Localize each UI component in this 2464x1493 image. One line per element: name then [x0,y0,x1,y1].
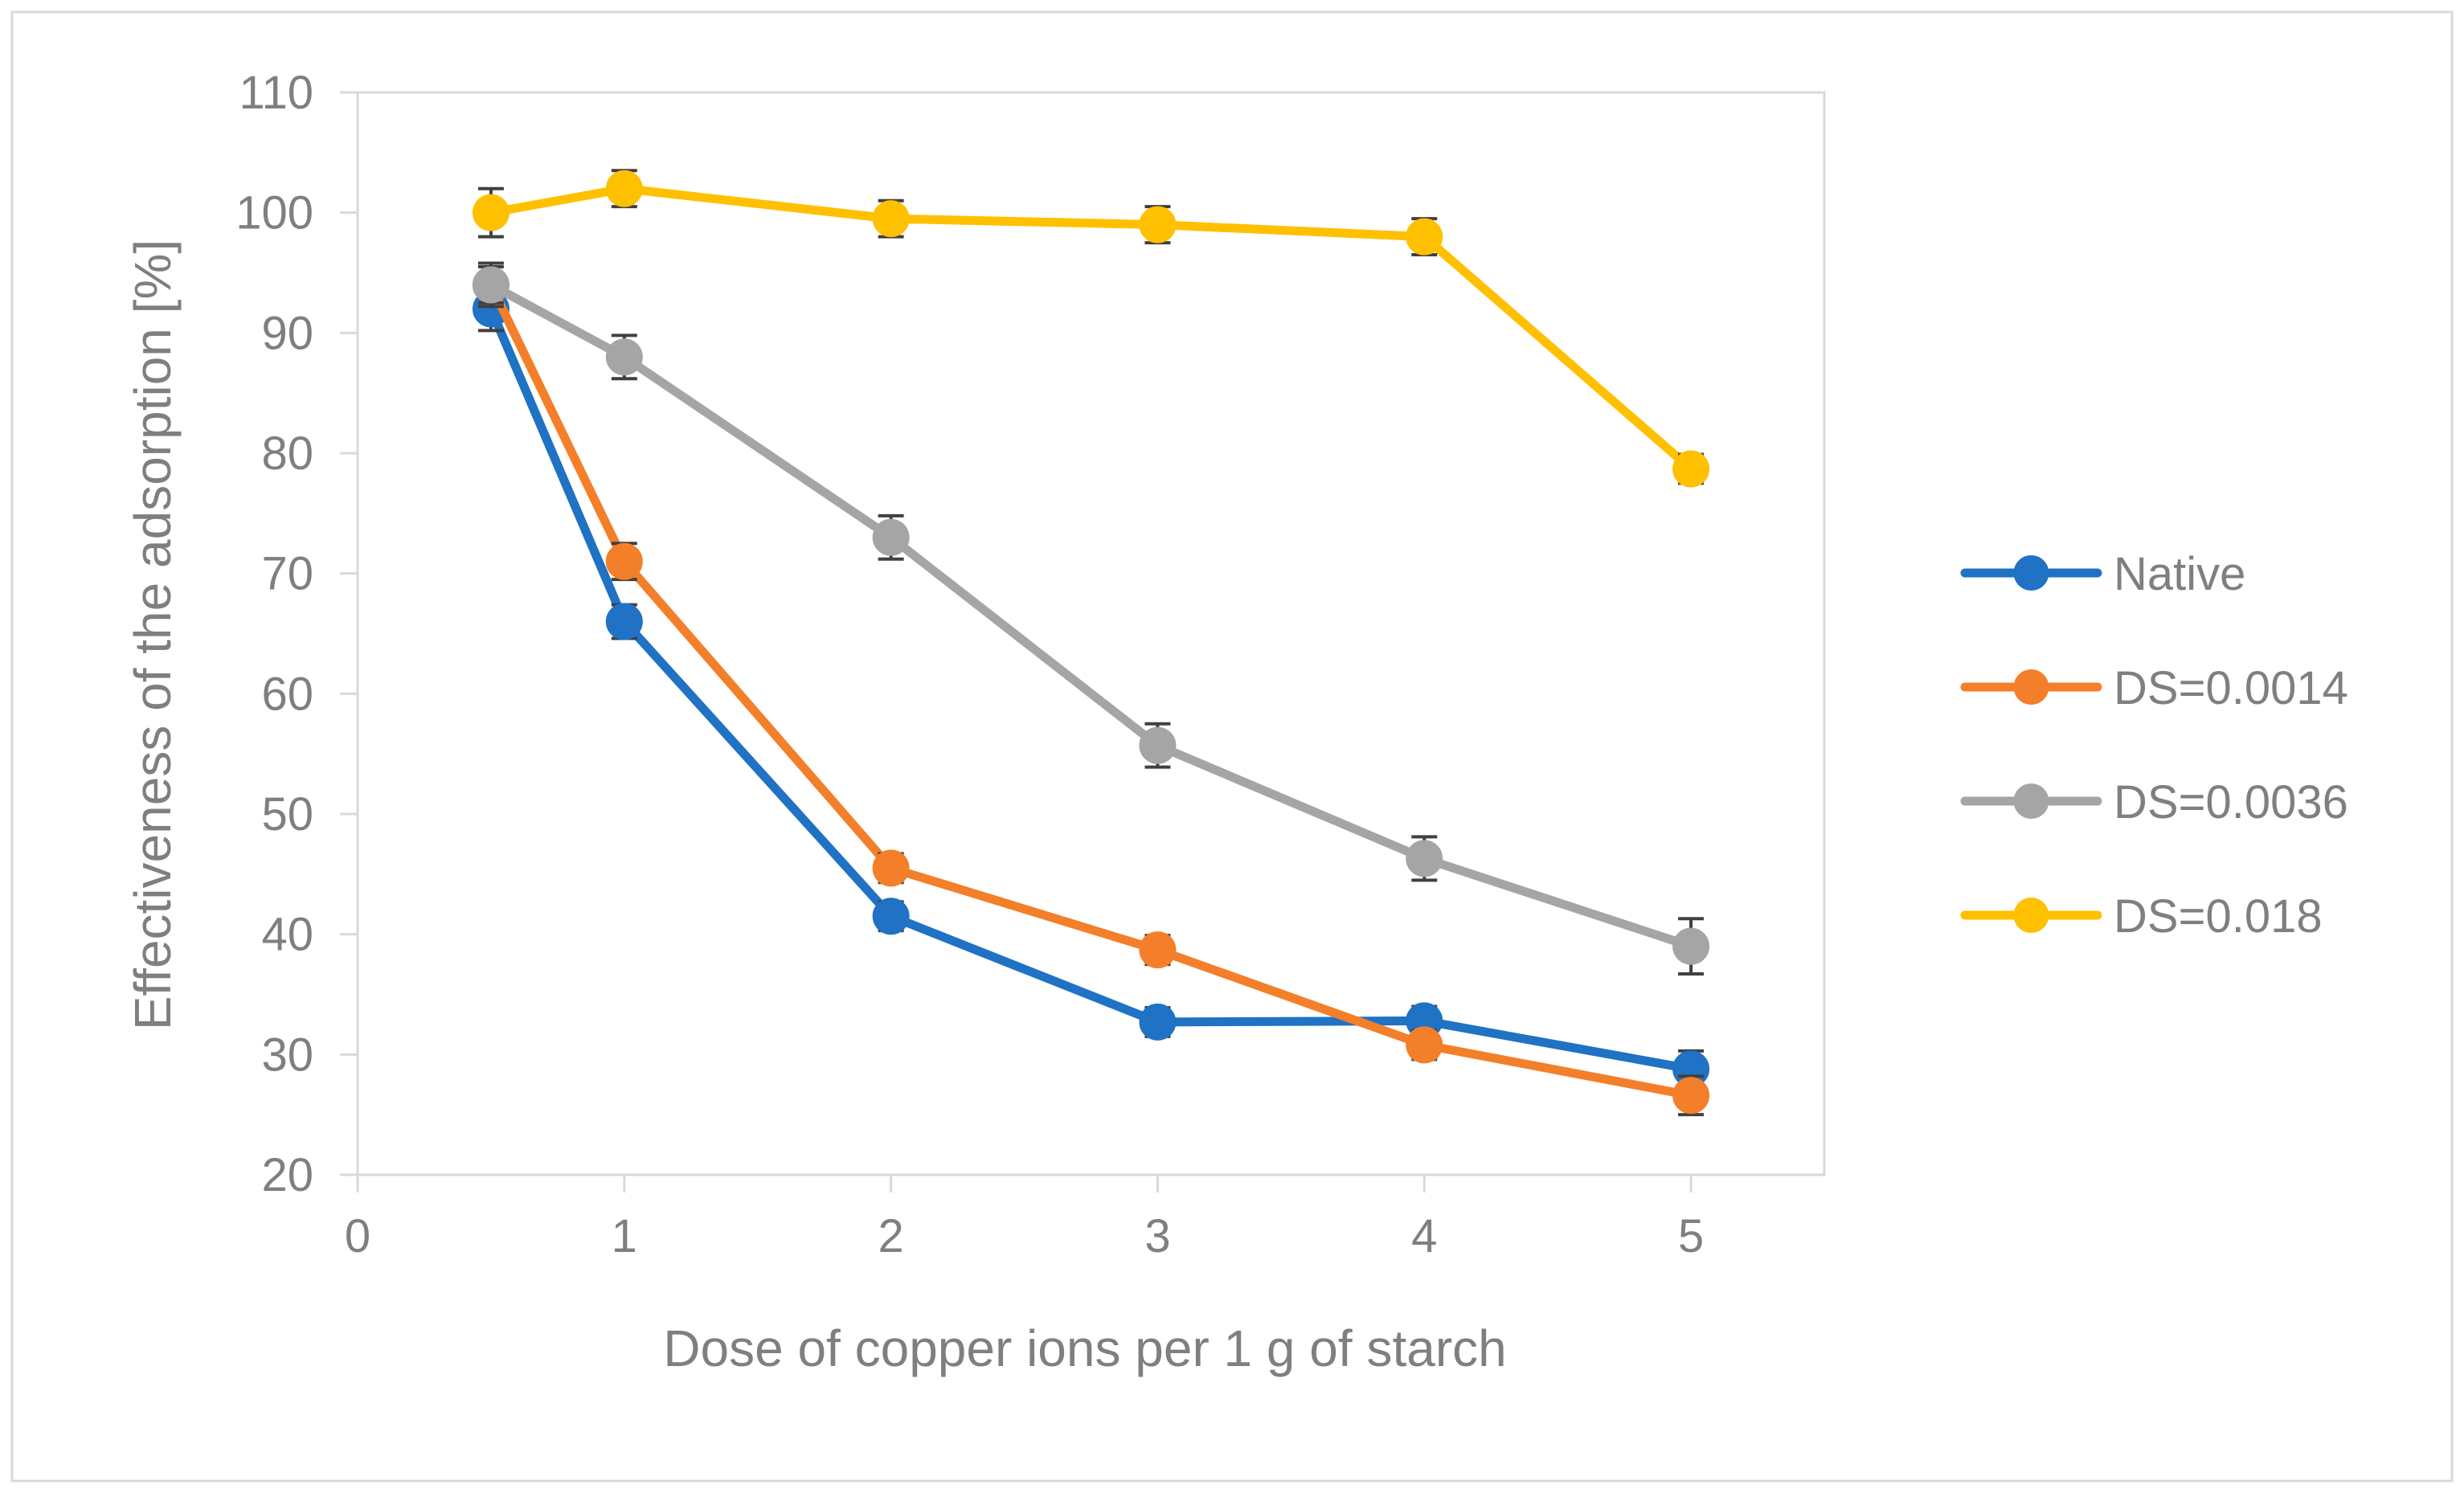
y-tick-labels: 20 30 40 50 60 70 80 90 100 110 [235,67,313,1201]
y-tick-label: 50 [261,788,313,841]
x-tick-label: 3 [1144,1210,1170,1262]
y-tick-label: 100 [235,187,313,239]
axes [340,91,1824,1192]
data-point [872,849,910,887]
data-point [605,170,643,207]
data-point [1672,927,1710,965]
data-point [605,603,643,640]
legend-label: DS=0.0014 [2114,662,2348,714]
legend-marker [2013,898,2049,933]
data-point [872,200,910,238]
y-tick-label: 90 [261,307,313,359]
data-point [872,518,910,556]
x-tick-label: 1 [612,1210,637,1262]
legend-item: DS=0.0036 [1960,776,2348,828]
data-point [1672,450,1710,488]
data-point [1406,840,1443,877]
data-point [1406,1026,1443,1064]
x-tick-label: 4 [1411,1210,1437,1262]
series-line [486,304,1696,1074]
y-tick-label: 30 [261,1029,313,1081]
x-axis-title: Dose of copper ions per 1 g of starch [663,1319,1506,1377]
data-point [872,898,910,935]
legend-label: Native [2114,548,2245,600]
legend-marker [2013,783,2049,819]
series-2 [472,265,1710,1117]
y-tick-label: 20 [261,1149,313,1201]
legend-marker [2013,555,2049,591]
data-point [1139,931,1177,969]
data-point [1139,726,1177,764]
data-point [605,338,643,376]
y-tick-label: 110 [239,67,313,119]
x-tick-label: 0 [345,1210,370,1262]
y-tick-label: 60 [261,668,313,720]
chart-frame [10,10,2454,1483]
y-axis-title: Effectiveness of the adsorption [%] [124,239,182,1030]
x-tick-label: 5 [1678,1210,1704,1262]
legend-item: DS=0.0014 [1960,662,2348,714]
y-tick-label: 80 [261,427,313,480]
series-3 [472,261,1710,976]
x-tick-labels: 0 1 2 3 4 5 [345,1210,1704,1262]
data-point [1406,218,1443,256]
data-point [472,266,510,304]
series-line [486,280,1696,1100]
y-tick-label: 40 [261,909,313,961]
series-4 [472,169,1710,488]
series-layer [472,169,1710,1117]
legend: Native DS=0.0014 DS=0.0036 DS=0.018 [1960,548,2348,943]
y-tick-label: 70 [261,548,313,600]
legend-label: DS=0.0036 [2114,776,2348,828]
legend-item: DS=0.018 [1960,890,2323,943]
data-point [472,194,510,231]
series-line [486,184,1696,473]
legend-item: Native [1960,548,2245,600]
data-point [1672,1077,1710,1115]
x-tick-label: 2 [878,1210,904,1262]
data-point [1139,1003,1177,1041]
data-point [1139,206,1177,243]
legend-label: DS=0.018 [2114,890,2323,943]
legend-marker [2013,669,2049,705]
series-line [486,280,1696,951]
data-point [605,542,643,580]
